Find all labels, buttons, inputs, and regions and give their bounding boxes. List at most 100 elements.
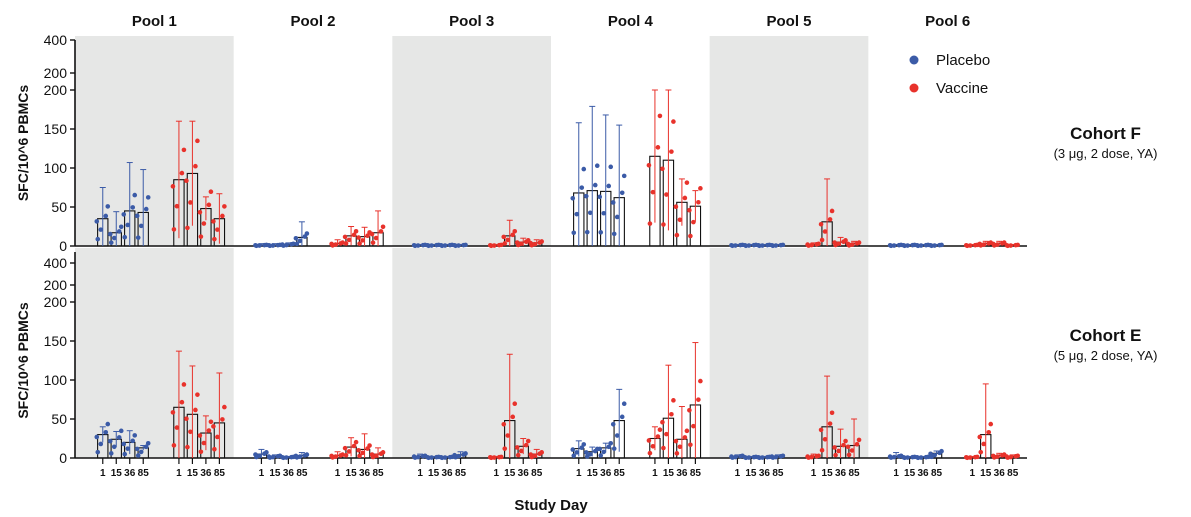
point-1-vaccine-2-36-0 (357, 241, 362, 246)
point-1-placebo-3-85-2 (456, 243, 461, 248)
point-2-vaccine-2-15-2 (346, 449, 352, 454)
x-tick-label-1-0-2: 36 (124, 468, 136, 479)
cohort-e-name: Cohort E (1069, 326, 1142, 345)
axis-layer (70, 39, 1027, 464)
point-1-placebo-1-36-1 (132, 192, 138, 198)
point-1-vaccine-3-15-1 (512, 228, 518, 234)
x-tick-label-3-1-3: 85 (531, 468, 543, 479)
point-1-placebo-4-36-2 (601, 210, 607, 216)
point-1-vaccine-6-85-4 (1004, 242, 1010, 248)
point-1-placebo-1-15-4 (107, 231, 113, 237)
point-1-vaccine-4-15-4 (660, 166, 665, 172)
point-2-placebo-3-85-2 (456, 453, 461, 459)
point-1-placebo-4-1-1 (581, 166, 587, 172)
point-2-vaccine-3-15-3 (510, 414, 516, 420)
point-1-placebo-3-36-4 (438, 242, 444, 248)
point-1-placebo-1-85-3 (143, 206, 149, 212)
point-1-vaccine-1-15-3 (193, 163, 198, 169)
point-2-vaccine-1-15-3 (193, 407, 198, 413)
point-1-vaccine-4-15-3 (669, 149, 674, 154)
point-1-placebo-1-1-0 (95, 236, 101, 242)
point-1-vaccine-1-15-2 (188, 200, 193, 205)
point-2-vaccine-1-36-3 (206, 428, 212, 433)
point-1-placebo-3-1-4 (411, 242, 417, 248)
point-2-placebo-5-15-3 (751, 454, 757, 460)
legend-label-vaccine: Vaccine (936, 80, 988, 97)
point-2-vaccine-4-15-3 (669, 411, 674, 417)
point-1-placebo-5-36-3 (765, 242, 770, 248)
point-1-placebo-2-36-4 (280, 242, 285, 247)
y-upper-tick-label-p1-200: 200 (44, 65, 68, 81)
point-2-placebo-5-1-4 (729, 454, 734, 459)
point-1-vaccine-4-36-3 (682, 195, 688, 201)
pool-title-4: Pool 4 (608, 13, 654, 30)
x-tick-label-4-1-2: 36 (676, 468, 688, 479)
point-2-vaccine-1-1-2 (174, 425, 180, 430)
point-1-vaccine-5-1-2 (809, 242, 814, 248)
point-1-placebo-1-85-0 (135, 235, 141, 240)
point-1-placebo-4-85-1 (621, 173, 627, 179)
point-2-placebo-1-1-3 (103, 429, 109, 435)
point-2-vaccine-5-15-1 (829, 410, 835, 416)
point-1-vaccine-4-1-2 (650, 189, 656, 195)
x-tick-label-6-1-2: 36 (994, 468, 1006, 479)
point-1-vaccine-6-36-2 (994, 242, 1000, 247)
point-1-vaccine-5-15-4 (818, 221, 824, 227)
point-1-vaccine-4-15-0 (661, 222, 666, 227)
point-1-vaccine-5-1-4 (805, 242, 810, 247)
point-1-placebo-1-36-2 (125, 222, 131, 228)
point-1-vaccine-5-15-1 (829, 208, 835, 214)
point-1-placebo-1-1-3 (103, 213, 109, 219)
point-1-placebo-5-85-4 (769, 242, 775, 248)
y-upper-tick-label-p2-400: 400 (44, 255, 68, 271)
x-tick-label-4-0-2: 36 (600, 468, 612, 479)
point-2-placebo-1-85-0 (135, 453, 141, 458)
point-1-placebo-2-36-2 (284, 242, 289, 248)
point-1-vaccine-1-1-3 (179, 170, 185, 176)
pool-title-6: Pool 6 (925, 13, 970, 30)
point-1-placebo-4-85-4 (610, 200, 616, 205)
point-1-vaccine-2-15-2 (346, 237, 352, 243)
point-1-vaccine-5-1-3 (814, 241, 819, 247)
point-2-vaccine-2-85-4 (369, 452, 375, 457)
point-1-placebo-3-15-2 (429, 243, 434, 248)
legend-marker-vaccine (909, 83, 919, 93)
point-2-vaccine-2-36-0 (357, 453, 362, 459)
x-axis-label: Study Day (514, 497, 588, 514)
point-1-placebo-2-15-4 (266, 242, 272, 248)
point-2-vaccine-4-1-3 (655, 434, 661, 439)
point-1-placebo-3-36-3 (447, 242, 453, 248)
x-tick-label-5-1-0: 1 (811, 468, 817, 479)
legend-label-placebo: Placebo (936, 52, 990, 69)
point-2-placebo-4-15-3 (592, 448, 598, 454)
point-2-vaccine-4-15-0 (661, 445, 666, 451)
point-1-vaccine-1-1-0 (171, 227, 177, 232)
point-1-placebo-6-15-4 (901, 242, 906, 248)
point-2-vaccine-6-85-3 (1013, 453, 1019, 459)
x-tick-label-6-0-2: 36 (918, 468, 930, 479)
point-2-vaccine-1-15-0 (185, 444, 190, 450)
point-2-vaccine-1-15-1 (195, 392, 200, 397)
x-tick-label-6-0-3: 85 (931, 468, 943, 479)
point-1-placebo-1-85-2 (138, 223, 144, 229)
point-2-vaccine-1-1-0 (171, 443, 177, 448)
point-1-vaccine-3-1-4 (487, 242, 493, 248)
point-1-vaccine-1-15-1 (195, 138, 200, 144)
point-2-vaccine-1-85-1 (222, 404, 227, 410)
x-tick-label-1-0-0: 1 (100, 468, 106, 479)
point-1-vaccine-1-36-2 (201, 221, 207, 226)
point-2-placebo-4-36-0 (598, 453, 604, 458)
point-2-vaccine-1-36-1 (208, 419, 214, 425)
x-tick-label-4-0-3: 85 (614, 468, 626, 479)
y-tick-label-p2-50: 50 (51, 411, 67, 427)
point-2-vaccine-4-85-1 (698, 378, 703, 384)
point-2-vaccine-1-36-2 (201, 440, 207, 446)
point-1-vaccine-3-1-2 (491, 243, 497, 248)
point-2-placebo-4-85-3 (619, 414, 625, 420)
point-1-placebo-4-36-3 (606, 183, 612, 189)
point-1-placebo-1-85-4 (134, 213, 140, 219)
point-2-placebo-4-15-4 (583, 450, 589, 455)
point-2-placebo-2-85-2 (297, 454, 303, 459)
point-2-vaccine-4-85-2 (691, 423, 696, 429)
point-2-placebo-1-15-0 (108, 451, 114, 456)
